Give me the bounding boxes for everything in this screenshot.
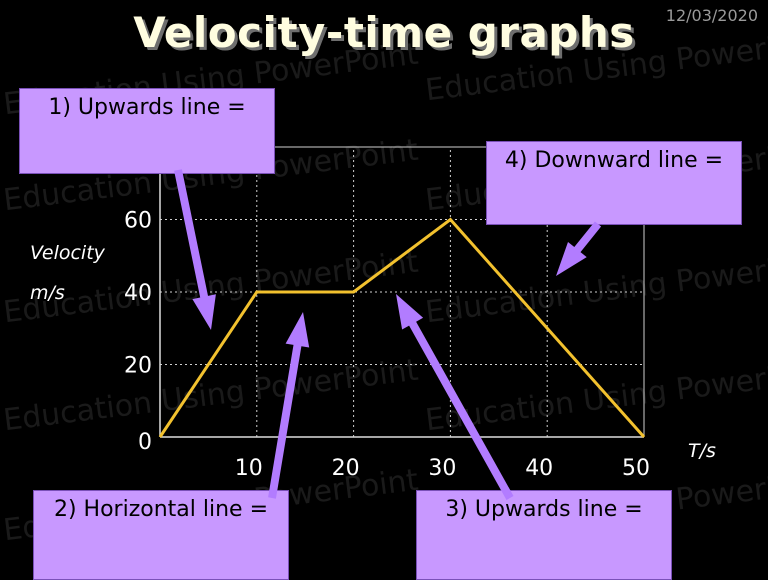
slide-date: 12/03/2020 — [665, 6, 758, 25]
x-tick-label: 50 — [622, 456, 650, 481]
label-box-downward: 4) Downward line = — [486, 141, 742, 225]
x-tick-label: 40 — [525, 456, 553, 481]
x-tick-label: 10 — [235, 456, 263, 481]
slide-title: Velocity-time graphs — [133, 8, 635, 57]
label-box-upwards-1: 1) Upwards line = — [19, 88, 275, 174]
x-tick-label: 30 — [428, 456, 456, 481]
y-axis-label-line2: m/s — [30, 282, 65, 304]
y-tick-label: 0 — [138, 430, 152, 455]
velocity-series-line — [158, 217, 646, 438]
x-tick-label: 20 — [332, 456, 360, 481]
label-box-upwards-3: 3) Upwards line = — [416, 490, 672, 580]
y-tick-label: 20 — [124, 354, 152, 379]
y-axis-label-line1: Velocity — [30, 242, 105, 264]
y-tick-label: 40 — [124, 281, 152, 306]
y-tick-label: 60 — [124, 209, 152, 234]
chart-series — [158, 217, 646, 438]
chart-tick-labels: 10 20 30 40 50 0 20 40 60 — [124, 209, 650, 482]
x-axis-label: T/s — [688, 440, 716, 462]
label-box-horizontal: 2) Horizontal line = — [33, 490, 289, 580]
